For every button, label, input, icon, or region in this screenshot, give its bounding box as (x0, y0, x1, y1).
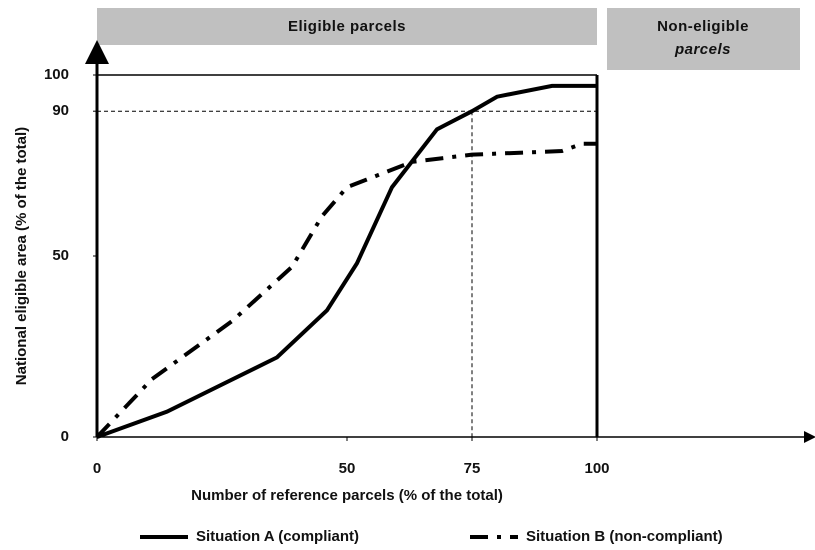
y-tick-label: 90 (52, 102, 69, 119)
x-tick-label: 50 (339, 460, 356, 477)
series-line (96, 83, 597, 439)
x-tick-label: 100 (584, 460, 609, 477)
band-eligible (97, 8, 597, 45)
y-axis-label: National eligible area (% of the total) (13, 127, 30, 385)
x-axis-label: Number of reference parcels (% of the to… (191, 487, 503, 504)
legend-label: Situation B (non-compliant) (526, 528, 723, 545)
x-tick-label: 0 (93, 460, 101, 477)
y-tick-label: 0 (61, 428, 69, 445)
y-tick-label: 100 (44, 66, 69, 83)
band-label: Non-eligible (657, 18, 749, 35)
series-line (95, 141, 597, 439)
band-label: parcels (674, 41, 731, 58)
legend-label: Situation A (compliant) (196, 528, 359, 545)
band-non-eligible (607, 8, 800, 70)
y-tick-label: 50 (52, 247, 69, 264)
x-tick-label: 75 (464, 460, 481, 477)
band-label: Eligible parcels (288, 18, 406, 35)
